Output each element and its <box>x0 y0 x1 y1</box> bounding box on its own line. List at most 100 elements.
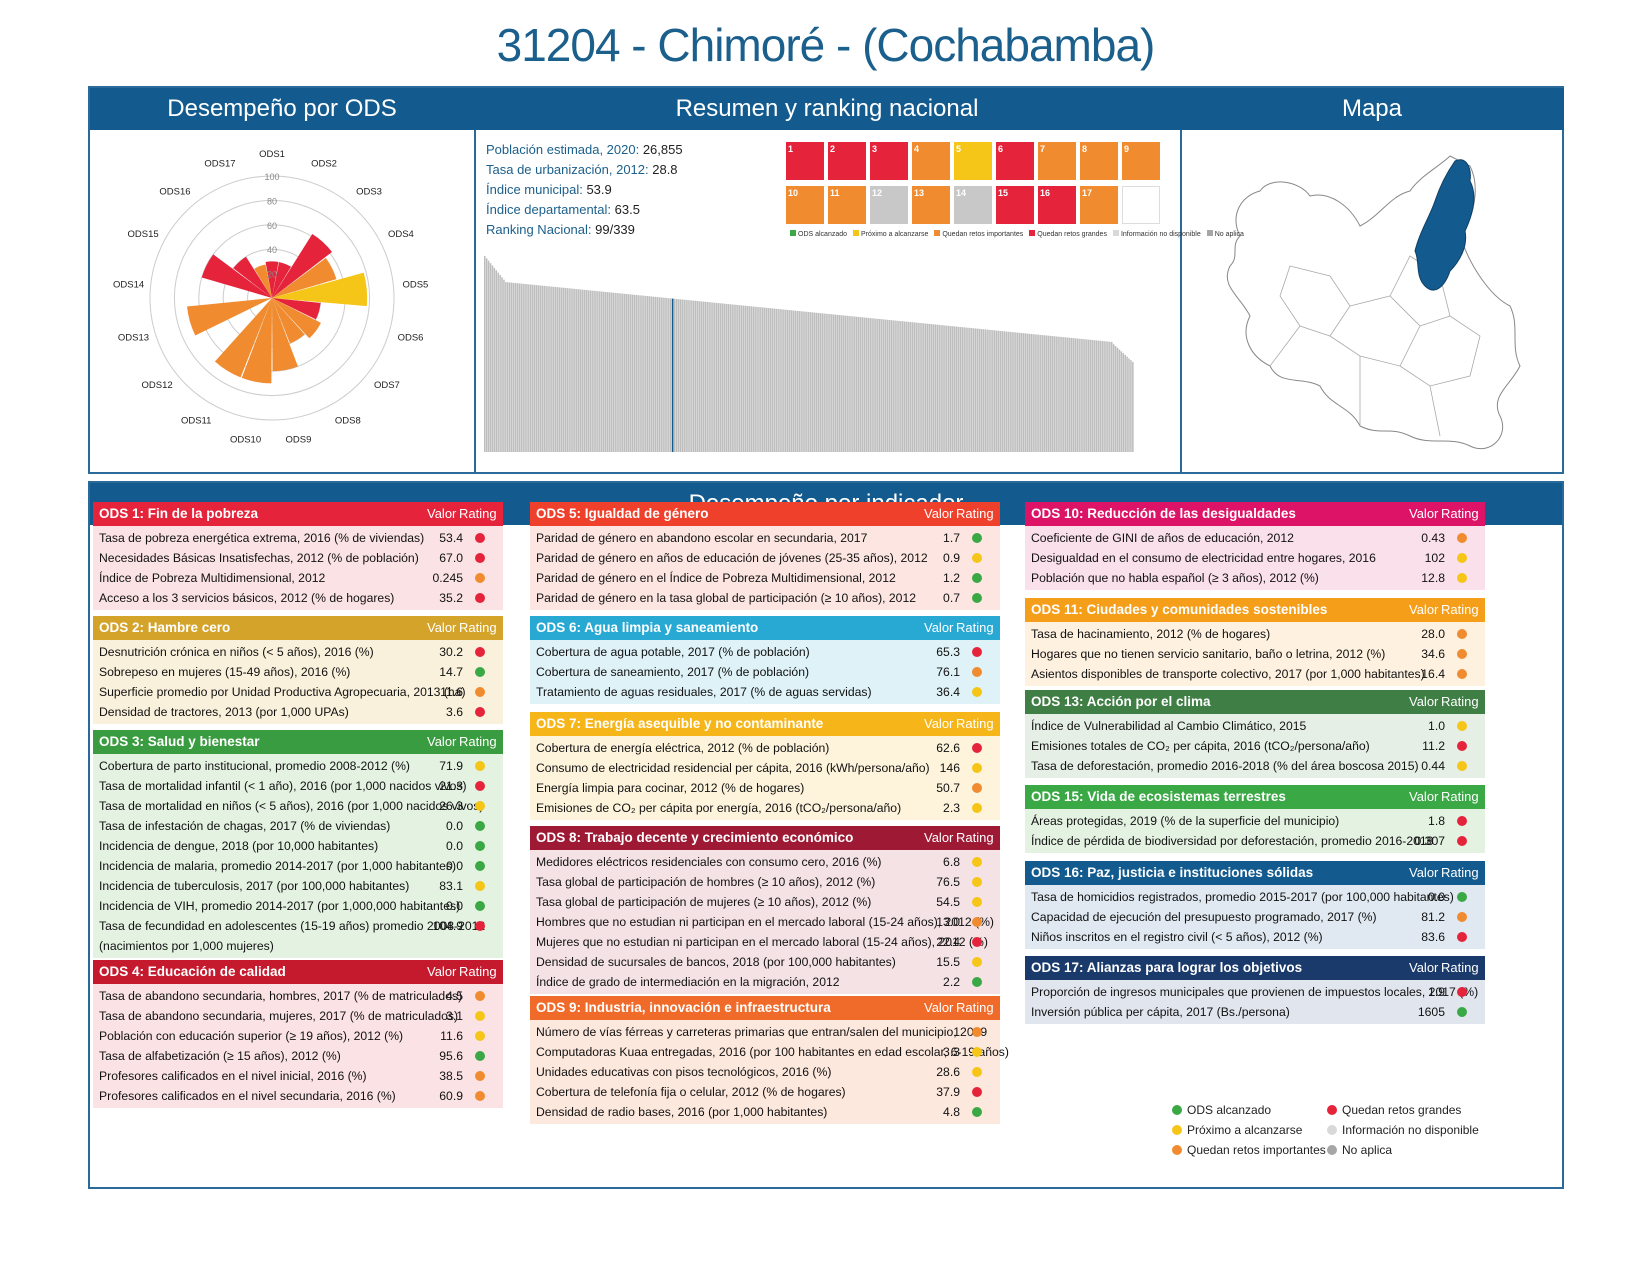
rating-dot <box>1457 932 1467 942</box>
page-title: 31204 - Chimoré - (Cochabamba) <box>496 19 1156 71</box>
ranking-bar <box>531 284 534 452</box>
legend-label: Información no disponible <box>1120 231 1201 238</box>
legend-label: Próximo a alcanzarse <box>861 231 929 238</box>
indicator-row: Sobrepeso en mujeres (15-49 años), 2016 … <box>93 662 503 682</box>
sdg-icon: 3 <box>870 142 908 180</box>
indicator-value: 50.7 <box>936 781 960 795</box>
radar-slice <box>272 298 321 320</box>
indicator-label: Tasa de homicidios registrados, promedio… <box>1031 890 1454 904</box>
ranking-bar <box>646 296 649 452</box>
ranking-bar <box>792 310 795 452</box>
indicator-value: 34.6 <box>1421 647 1445 661</box>
indicator-row: Tasa de mortalidad en niños (< 5 años), … <box>93 796 503 816</box>
rating-dot <box>972 763 982 773</box>
radar-tick-label: 80 <box>267 196 277 206</box>
ranking-bar <box>852 316 854 452</box>
ranking-bar <box>1076 338 1079 452</box>
ranking-bar <box>654 296 657 452</box>
radar-slice <box>272 298 305 344</box>
stat-label: Índice municipal: <box>486 182 587 197</box>
indicator-value: 30.2 <box>439 645 463 659</box>
ranking-bar <box>1030 333 1032 452</box>
legend-swatch <box>1029 230 1036 236</box>
ranking-bar <box>961 327 963 452</box>
radar-axis-label: ODS16 <box>159 187 190 198</box>
ranking-bar <box>633 294 636 452</box>
indicator-row: Población que no habla español (≥ 3 años… <box>1025 568 1485 588</box>
ranking-bar <box>1099 340 1102 452</box>
ranking-bar <box>597 291 599 452</box>
indicator-row: Energía limpia para cocinar, 2012 (% de … <box>530 778 1000 798</box>
indicator-label: Inversión pública per cápita, 2017 (Bs./… <box>1031 1005 1290 1019</box>
ranking-bar <box>953 326 956 452</box>
radar-axis-label: ODS6 <box>398 332 424 343</box>
radar-slice <box>241 298 272 384</box>
ranking-bar <box>576 289 578 452</box>
legend-swatch <box>1206 230 1213 236</box>
ranking-bar <box>554 287 557 452</box>
indicator-label: Desigualdad en el consumo de electricida… <box>1031 551 1376 565</box>
ranking-bar <box>716 302 718 452</box>
ranking-bar <box>723 303 726 452</box>
indicator-value: 37.9 <box>936 1085 960 1099</box>
ranking-bar <box>522 283 524 452</box>
ranking-bar <box>579 289 582 452</box>
column-header-rating: Rating <box>459 734 497 749</box>
column-header-rating: Rating <box>1441 694 1479 709</box>
ranking-bar <box>572 288 574 452</box>
indicator-label: Tasa de mortalidad en niños (< 5 años), … <box>99 799 484 813</box>
indicator-row: (nacimientos por 1,000 mujeres) <box>93 936 503 956</box>
ranking-bar <box>1103 341 1105 452</box>
ranking-bar <box>1110 341 1113 452</box>
ranking-bar <box>842 315 845 452</box>
indicator-row: Índice de pérdida de biodiversidad por d… <box>1025 831 1485 851</box>
radar-axis-label: ODS15 <box>128 229 159 240</box>
ods-table-title: ODS 1: Fin de la pobreza <box>99 506 259 521</box>
indicator-label: Proporción de ingresos municipales que p… <box>1031 985 1479 999</box>
ranking-bar <box>1120 351 1123 452</box>
legend-dot <box>1172 1145 1182 1155</box>
indicator-row: Inversión pública per cápita, 2017 (Bs./… <box>1025 1002 1485 1022</box>
radar-slice <box>187 298 272 336</box>
ranking-bar <box>1064 337 1067 452</box>
rating-dot <box>1457 741 1467 751</box>
rating-dot <box>475 921 485 931</box>
radar-tick-label: 60 <box>267 221 277 231</box>
ranking-bar <box>934 324 937 452</box>
sdg-icon: 1 <box>786 142 824 180</box>
legend-label: Quedan retos importantes <box>942 231 1024 238</box>
rating-dot <box>972 897 982 907</box>
ranking-bar <box>855 316 858 452</box>
sdg-icon: 10 <box>786 186 824 224</box>
legend-item: ODS alcanzado <box>1172 1100 1271 1120</box>
rating-dot <box>972 1067 982 1077</box>
ods-table-body: Desnutrición crónica en niños (< 5 años)… <box>93 640 503 724</box>
indicator-label: Incidencia de VIH, promedio 2014-2017 (p… <box>99 899 461 913</box>
ranking-bar <box>808 312 810 452</box>
indicator-label: Tasa de infestación de chagas, 2017 (% d… <box>99 819 391 833</box>
rating-dot <box>475 647 485 657</box>
sdg-icon-legend: ODS alcanzado Próximo a alcanzarse Quedan … <box>790 230 1250 238</box>
ranking-bar <box>744 305 747 452</box>
ranking-bar <box>831 314 833 452</box>
indicator-value: 0.9 <box>943 551 960 565</box>
ods-table-body: Tasa de hacinamiento, 2012 (% de hogares… <box>1025 622 1485 686</box>
indicator-label: Índice de Vulnerabilidad al Cambio Climá… <box>1031 719 1307 733</box>
indicator-row: Hogares que no tienen servicio sanitario… <box>1025 644 1485 664</box>
ranking-bar <box>503 279 505 452</box>
ranking-bar <box>806 311 808 452</box>
rating-dot <box>972 553 982 563</box>
ranking-bar <box>620 293 622 452</box>
radar-axis-label: ODS2 <box>311 159 337 170</box>
sdg-icon: 17 <box>1080 186 1118 224</box>
indicator-value: 62.6 <box>936 741 960 755</box>
ranking-bar <box>742 305 745 452</box>
ranking-bar <box>1026 333 1029 452</box>
indicator-label: Profesores calificados en el nivel inici… <box>99 1069 367 1083</box>
ranking-bar <box>901 321 904 452</box>
ranking-bar <box>721 303 724 452</box>
indicator-value: 28.6 <box>936 1065 960 1079</box>
ranking-bar <box>938 324 940 452</box>
ranking-bar <box>681 299 684 452</box>
column-header-rating: Rating <box>956 620 994 635</box>
